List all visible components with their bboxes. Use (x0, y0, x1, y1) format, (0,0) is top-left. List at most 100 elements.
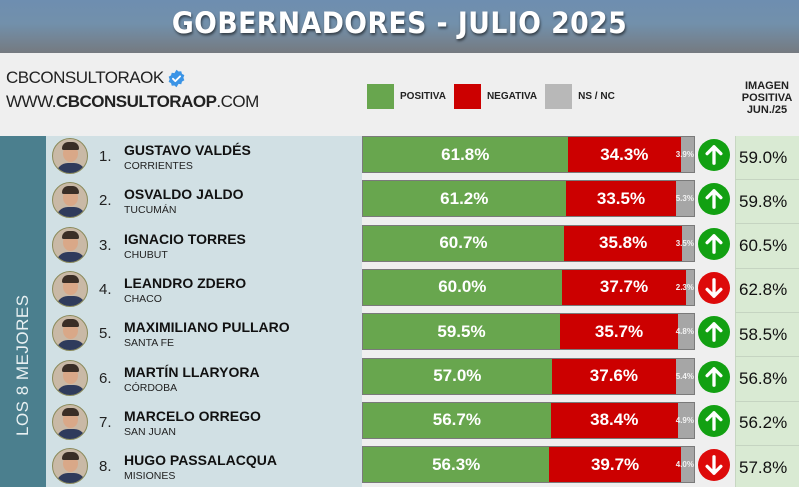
legend-positive: POSITIVA (367, 84, 446, 109)
previous-value: 59.0% (735, 136, 799, 180)
brand-handle: CBCONSULTORAOK (6, 68, 164, 87)
table-row: 3. IGNACIO TORRES CHUBUT 60.7% 35.8% 3.5… (0, 224, 799, 269)
stacked-bar: 59.5% 35.7% 4.8% (362, 313, 695, 351)
arrow-up-icon (698, 316, 730, 349)
previous-value: 58.5% (735, 313, 799, 358)
previous-image-header: IMAGEN POSITIVA JUN./25 (741, 80, 793, 116)
governor-name: IGNACIO TORRES (124, 230, 246, 247)
governor-name: GUSTAVO VALDÉS (124, 142, 251, 158)
avatar (52, 315, 88, 352)
bar-segment-positive: 56.3% (363, 447, 550, 483)
verified-badge-icon (168, 69, 185, 87)
legend-swatch-nsnc (545, 84, 573, 109)
rank-number: 1. (99, 148, 112, 165)
previous-image-column (735, 136, 799, 487)
sidebar-band: LOS 8 MEJORES (0, 136, 46, 487)
stacked-bar: 57.0% 37.6% 5.4% (362, 357, 695, 395)
bar-segment-negative: 35.8% (563, 225, 683, 261)
avatar (52, 448, 88, 485)
province-name: MISIONES (124, 470, 176, 483)
arrow-up-icon (698, 139, 730, 171)
brand-block: CBCONSULTORAOK WWW.CBCONSULTORAOP.COM (6, 66, 259, 114)
bar-segment-negative: 38.4% (550, 402, 678, 438)
avatar (52, 403, 88, 440)
province-name: SANTA FE (124, 337, 174, 350)
bar-segment-positive: 57.0% (363, 358, 552, 394)
bar-segment-positive: 61.8% (363, 137, 568, 172)
rank-number: 7. (99, 413, 112, 431)
arrow-down-icon (698, 449, 730, 482)
previous-value: 56.2% (735, 402, 799, 446)
brand-url: WWW.CBCONSULTORAOP.COM (6, 92, 259, 111)
rank-number: 4. (99, 280, 112, 298)
bar-segment-positive: 60.7% (363, 225, 564, 261)
legend-negative: NEGATIVA (453, 84, 537, 109)
stacked-bar: 56.3% 39.7% 4.0% (362, 446, 695, 484)
governor-name: OSVALDO JALDO (124, 186, 244, 203)
stacked-bar: 60.7% 35.8% 3.5% (362, 224, 695, 262)
rank-number: 5. (99, 325, 112, 343)
bar-segment-nsnc: 4.9% (676, 402, 694, 438)
bar-segment-nsnc: 3.9% (676, 137, 694, 172)
table-row: 4. LEANDRO ZDERO CHACO 60.0% 37.7% 2.3% … (0, 268, 799, 313)
previous-value: 57.8% (735, 446, 799, 487)
avatar (52, 138, 88, 174)
rank-number: 3. (99, 236, 112, 254)
rank-number: 8. (99, 458, 112, 476)
stacked-bar: 61.8% 34.3% 3.9% (362, 136, 695, 173)
avatar (52, 182, 88, 219)
bar-segment-negative: 35.7% (559, 314, 679, 350)
arrow-up-icon (698, 183, 730, 216)
bar-segment-negative: 34.3% (567, 137, 682, 172)
governor-name: LEANDRO ZDERO (124, 274, 247, 291)
table-row: 1. GUSTAVO VALDÉS CORRIENTES 61.8% 34.3%… (0, 136, 799, 180)
legend-nsnc: NS / NC (545, 84, 615, 109)
bar-segment-positive: 60.0% (363, 269, 562, 305)
header-banner: GOBERNADORES - JULIO 2025 (0, 0, 799, 53)
stacked-bar: 60.0% 37.7% 2.3% (362, 268, 695, 306)
table-row: 7. MARCELO ORREGO SAN JUAN 56.7% 38.4% 4… (0, 401, 799, 446)
governor-name: HUGO PASSALACQUA (124, 452, 277, 469)
bar-segment-nsnc: 3.5% (676, 225, 694, 261)
province-name: SAN JUAN (124, 425, 176, 438)
arrow-up-icon (698, 227, 730, 260)
avatar (52, 359, 88, 396)
previous-value: 62.8% (735, 269, 799, 313)
page-title: GOBERNADORES - JULIO 2025 (171, 6, 628, 40)
arrow-down-icon (698, 271, 730, 304)
bar-segment-negative: 33.5% (565, 181, 677, 217)
arrow-up-icon (698, 360, 730, 393)
governor-name: MARCELO ORREGO (124, 407, 261, 424)
province-name: CORRIENTES (124, 160, 193, 172)
chart-legend: POSITIVA NEGATIVA NS / NC (367, 84, 623, 109)
names-panel (46, 136, 362, 487)
previous-value: 60.5% (735, 225, 799, 269)
table-row: 5. MAXIMILIANO PULLARO SANTA FE 59.5% 35… (0, 313, 799, 358)
legend-swatch-positive (367, 84, 394, 109)
province-name: CHUBUT (124, 248, 168, 261)
governor-name: MARTÍN LLARYORA (124, 363, 260, 380)
bar-segment-nsnc: 2.3% (676, 269, 694, 305)
bar-segment-positive: 61.2% (363, 181, 566, 217)
bar-segment-nsnc: 4.8% (676, 314, 694, 350)
table-row: 2. OSVALDO JALDO TUCUMÁN 61.2% 33.5% 5.3… (0, 180, 799, 225)
bar-segment-nsnc: 4.0% (676, 447, 694, 483)
province-name: CHACO (124, 292, 162, 305)
bar-segment-nsnc: 5.3% (676, 181, 694, 217)
legend-swatch-negative (453, 84, 481, 109)
bar-segment-positive: 56.7% (363, 402, 551, 438)
bar-segment-negative: 37.7% (561, 269, 687, 305)
governor-name: MAXIMILIANO PULLARO (124, 319, 290, 336)
arrow-up-icon (698, 404, 730, 437)
previous-value: 56.8% (735, 358, 799, 402)
avatar (52, 270, 88, 307)
province-name: TUCUMÁN (124, 204, 177, 217)
rank-number: 6. (99, 369, 112, 387)
table-row: 8. HUGO PASSALACQUA MISIONES 56.3% 39.7%… (0, 446, 799, 487)
stacked-bar: 56.7% 38.4% 4.9% (362, 401, 695, 439)
bar-segment-nsnc: 5.4% (676, 358, 694, 394)
bar-segment-negative: 37.6% (551, 358, 677, 394)
previous-value: 59.8% (735, 180, 799, 225)
bar-segment-negative: 39.7% (549, 447, 681, 483)
